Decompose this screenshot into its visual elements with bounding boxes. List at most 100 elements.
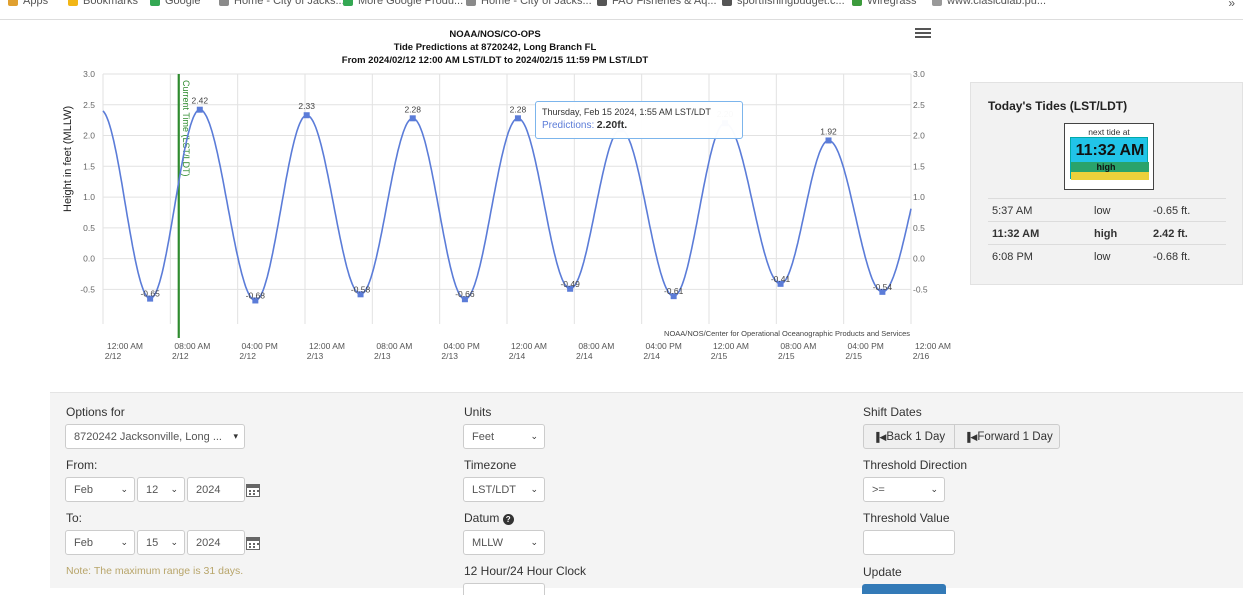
to-label: To: [66, 511, 83, 525]
tide-extreme-label: 2.28 [404, 104, 421, 114]
shift-dates-label: Shift Dates [863, 405, 922, 419]
bookmark-item[interactable]: More Google Produ... [343, 0, 463, 7]
tide-extreme-label: 2.33 [298, 101, 315, 111]
forward-one-day-button[interactable]: ▐◀Forward 1 Day [954, 424, 1060, 449]
bookmark-item[interactable]: FAU Fisheries & Aq... [597, 0, 717, 7]
tide-extreme-label: -0.66 [455, 289, 475, 299]
tide-extreme-marker[interactable] [409, 115, 416, 122]
units-select[interactable]: Feet ⌄ [463, 424, 545, 449]
threshold-direction-select[interactable]: >= ⌄ [863, 477, 945, 502]
to-day-select[interactable]: 15 ⌄ [137, 530, 185, 555]
tide-row: 11:32 AM high 2.42 ft. [988, 221, 1226, 245]
chart-title: NOAA/NOS/CO-OPS [449, 29, 540, 40]
y-axis-label: Height in feet (MLLW) [62, 106, 74, 212]
datum-select[interactable]: MLLW ⌄ [463, 530, 545, 555]
tide-extreme-label: -0.61 [664, 286, 684, 296]
tide-row: 5:37 AM low -0.65 ft. [988, 198, 1226, 222]
timezone-label: Timezone [464, 458, 517, 472]
x-tick-date: 2/15 [778, 351, 795, 361]
tide-type: low [1094, 205, 1111, 217]
update-button[interactable] [862, 584, 946, 594]
to-year-input[interactable]: 2024 [187, 530, 245, 555]
bookmark-item[interactable]: www.clasicdiab.pu... [932, 0, 1046, 7]
chart-credit[interactable]: NOAA/NOS/Center for Operational Oceanogr… [664, 329, 910, 338]
x-tick-label: 04:00 PM [645, 341, 681, 351]
tide-extreme-marker[interactable] [567, 285, 574, 292]
bookmark-label: More Google Produ... [358, 0, 464, 7]
y-tick-label: 0.0 [83, 254, 95, 264]
tide-extreme-marker[interactable] [879, 288, 886, 295]
x-tick-date: 2/12 [172, 351, 189, 361]
tide-time: 11:32 AM [992, 228, 1040, 240]
y-tick-label: -0.5 [80, 284, 95, 294]
tide-extreme-marker[interactable] [357, 291, 364, 298]
from-day-select[interactable]: 12 ⌄ [137, 477, 185, 502]
threshold-direction-label: Threshold Direction [863, 458, 968, 472]
x-tick-label: 12:00 AM [309, 341, 345, 351]
bookmark-label: sportfishingbudget.c... [737, 0, 845, 7]
x-tick-date: 2/13 [441, 351, 458, 361]
help-icon[interactable]: ? [502, 514, 514, 525]
current-time-line: Current Time (LST/LDT) [177, 74, 191, 338]
tide-extreme-marker[interactable] [196, 106, 203, 113]
bookmark-item[interactable]: Wiregrass [852, 0, 917, 7]
todays-tides-panel: Today's Tides (LST/LDT) next tide at 11:… [970, 82, 1243, 285]
x-tick-date: 2/12 [239, 351, 256, 361]
tide-extreme-marker[interactable] [514, 115, 521, 122]
chart-menu-button[interactable] [915, 26, 931, 40]
from-label: From: [66, 458, 98, 472]
tide-height: -0.68 ft. [1153, 251, 1191, 263]
timezone-select[interactable]: LST/LDT ⌄ [463, 477, 545, 502]
calendar-icon[interactable] [246, 484, 260, 497]
calendar-icon[interactable] [246, 537, 260, 550]
sand-graphic [1071, 172, 1149, 180]
x-tick-label: 12:00 AM [713, 341, 749, 351]
bookmark-item[interactable]: Google [150, 0, 200, 7]
station-select-value: 8720242 Jacksonville, Long ... [74, 431, 222, 443]
threshold-value-label: Threshold Value [863, 511, 950, 525]
x-tick-date: 2/16 [913, 351, 930, 361]
x-tick-date: 2/15 [845, 351, 862, 361]
bookmark-favicon-icon [8, 0, 18, 6]
to-day-value: 15 [146, 537, 159, 549]
from-month-select[interactable]: Feb ⌄ [65, 477, 135, 502]
tooltip-date: Thursday, Feb 15 2024, 1:55 AM LST/LDT [542, 107, 711, 117]
bookmark-item[interactable]: Home - City of Jacks... [466, 0, 592, 7]
bookmark-item[interactable]: sportfishingbudget.c... [722, 0, 845, 7]
chart-tooltip: Thursday, Feb 15 2024, 1:55 AM LST/LDT P… [535, 101, 743, 139]
todays-tides-title: Today's Tides (LST/LDT) [988, 99, 1128, 113]
tide-extreme-marker[interactable] [303, 112, 310, 119]
tide-extreme-marker[interactable] [777, 280, 784, 287]
bookmark-item[interactable]: Apps [8, 0, 48, 7]
to-month-select[interactable]: Feb ⌄ [65, 530, 135, 555]
more-bookmarks-button[interactable]: » [1228, 0, 1235, 10]
threshold-value-input[interactable] [863, 530, 955, 555]
clock-select[interactable] [463, 583, 545, 595]
bookmark-favicon-icon [852, 0, 862, 6]
tide-extreme-marker[interactable] [147, 295, 154, 302]
max-range-note: Note: The maximum range is 31 days. [66, 565, 244, 577]
tide-chart: NOAA/NOS/CO-OPS Tide Predictions at 8720… [55, 22, 960, 367]
tide-extreme-marker[interactable] [825, 137, 832, 144]
x-tick-date: 2/13 [374, 351, 391, 361]
bookmark-item[interactable]: Home - City of Jacks... [219, 0, 345, 7]
bookmark-label: www.clasicdiab.pu... [947, 0, 1047, 7]
tide-extreme-marker[interactable] [252, 297, 259, 304]
chart-subtitle-range: From 2024/02/12 12:00 AM LST/LDT to 2024… [342, 55, 649, 66]
tide-extreme-label: -0.54 [873, 282, 893, 292]
from-year-input[interactable]: 2024 [187, 477, 245, 502]
tide-extreme-label: 1.92 [820, 126, 837, 136]
tide-extreme-points: -0.65 2.42 -0.68 2.33 -0.58 2.28 -0.66 2.28 -0.4… [140, 96, 892, 304]
tide-extreme-label: -0.49 [560, 279, 580, 289]
tide-extreme-marker[interactable] [670, 293, 677, 300]
bookmark-item[interactable]: Bookmarks [68, 0, 138, 7]
x-tick-label: 12:00 AM [107, 341, 143, 351]
x-tick-label: 08:00 AM [174, 341, 210, 351]
station-select[interactable]: 8720242 Jacksonville, Long ... ▾ [65, 424, 245, 449]
bookmark-favicon-icon [932, 0, 942, 6]
tide-extreme-marker[interactable] [461, 296, 468, 303]
back-one-day-button[interactable]: ▐◀Back 1 Day [863, 424, 955, 449]
y-tick-label: 2.5 [83, 100, 95, 110]
y-tick-label-right: 2.0 [913, 131, 925, 141]
